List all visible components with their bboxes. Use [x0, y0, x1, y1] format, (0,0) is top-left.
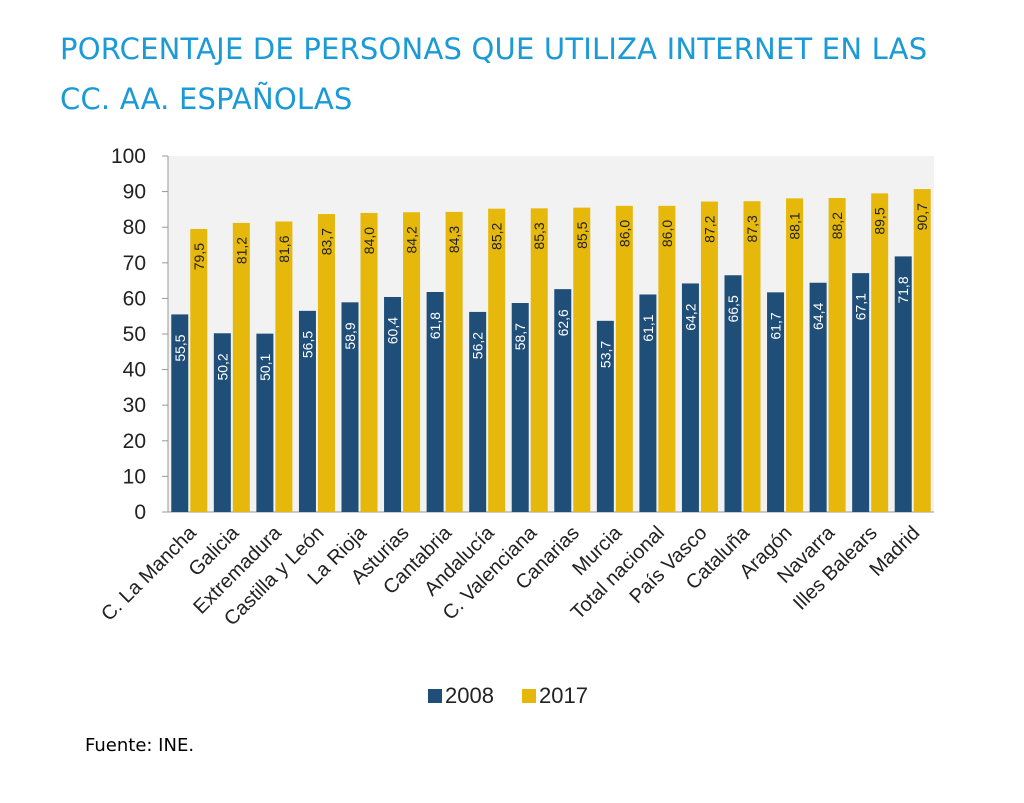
- x-tick-label: C. La Mancha: [97, 521, 201, 625]
- bar-2008: [469, 311, 487, 512]
- data-label-2008: 53,7: [597, 341, 613, 368]
- legend-swatch-2008: [428, 689, 442, 703]
- bar-2017: [530, 208, 548, 512]
- data-label-2008: 50,2: [214, 353, 230, 380]
- bar-chart: 0 10 20 30 40 50 60 70 80 90 100 55,5 79,5 C. La Manc…: [97, 145, 934, 708]
- bar-2017: [403, 212, 421, 513]
- bar-2008: [554, 289, 572, 512]
- data-label-2008: 58,9: [342, 322, 358, 349]
- bar-2008: [511, 303, 529, 512]
- data-label-2008: 67,1: [853, 293, 869, 320]
- data-label-2008: 61,1: [640, 314, 656, 341]
- data-label-2017: 87,3: [744, 215, 760, 242]
- plot-area: [168, 156, 934, 512]
- bar-2017: [275, 221, 293, 512]
- bar-2017: [913, 189, 931, 512]
- data-label-2017: 81,6: [276, 235, 292, 262]
- bar-2008: [426, 291, 444, 512]
- bar-2017: [190, 228, 208, 513]
- y-tick-label: 70: [123, 252, 146, 275]
- y-tick-label: 60: [123, 287, 146, 310]
- bar-2017: [360, 212, 378, 512]
- legend-label-2008: 2008: [445, 683, 494, 708]
- bar-2008: [384, 296, 402, 512]
- bar-2017: [232, 222, 250, 513]
- bar-2017: [700, 201, 718, 512]
- data-label-2008: 60,4: [385, 317, 401, 344]
- data-label-2017: 89,5: [872, 207, 888, 234]
- y-tick-label: 100: [111, 145, 146, 168]
- data-label-2008: 55,5: [172, 334, 188, 361]
- bar-2008: [596, 320, 614, 512]
- bar-2017: [828, 198, 846, 512]
- data-label-2017: 81,2: [233, 237, 249, 264]
- bar-2008: [341, 302, 359, 512]
- data-label-2008: 50,1: [257, 353, 273, 380]
- y-tick-label: 30: [123, 394, 146, 417]
- bar-2008: [171, 314, 189, 512]
- source-note: Fuente: INE.: [85, 735, 195, 756]
- bar-2008: [809, 282, 827, 512]
- y-tick-label: 40: [123, 359, 146, 382]
- data-label-2017: 86,0: [659, 220, 675, 247]
- chart-title: PORCENTAJE DE PERSONAS QUE UTILIZA INTER…: [60, 32, 928, 116]
- bar-2017: [488, 208, 506, 513]
- bar-2008: [213, 333, 231, 512]
- data-label-2008: 71,8: [895, 276, 911, 303]
- bar-2008: [894, 256, 912, 512]
- legend: 2008 2017: [428, 683, 588, 708]
- bar-2017: [786, 198, 804, 512]
- data-label-2017: 79,5: [191, 243, 207, 270]
- legend-label-2017: 2017: [539, 683, 588, 708]
- bar-2008: [681, 283, 699, 512]
- data-label-2017: 85,3: [531, 222, 547, 249]
- legend-swatch-2017: [522, 689, 536, 703]
- y-tick-label: 10: [123, 465, 146, 488]
- y-tick-label: 0: [134, 501, 146, 524]
- data-label-2017: 86,0: [616, 220, 632, 247]
- bar-2008: [639, 294, 657, 512]
- data-label-2017: 84,2: [404, 226, 420, 253]
- data-label-2017: 88,2: [829, 212, 845, 239]
- data-label-2017: 85,5: [574, 221, 590, 248]
- bar-2017: [573, 207, 591, 512]
- bar-2017: [871, 193, 889, 512]
- bar-2017: [445, 211, 463, 512]
- bar-2017: [317, 214, 335, 512]
- data-label-2008: 58,7: [512, 323, 528, 350]
- data-label-2008: 66,5: [725, 295, 741, 322]
- bar-2017: [658, 205, 676, 512]
- data-label-2017: 85,2: [489, 222, 505, 249]
- data-label-2017: 90,7: [914, 203, 930, 230]
- data-label-2017: 88,1: [787, 212, 803, 239]
- bar-2008: [767, 292, 785, 512]
- y-tick-label: 20: [123, 430, 146, 453]
- bar-2008: [256, 333, 274, 512]
- y-tick-label: 80: [123, 216, 146, 239]
- data-label-2017: 83,7: [318, 228, 334, 255]
- data-label-2008: 61,8: [427, 312, 443, 339]
- y-tick-label: 90: [123, 181, 146, 204]
- data-label-2008: 64,2: [682, 303, 698, 330]
- bar-2008: [724, 275, 742, 512]
- data-label-2008: 56,5: [299, 331, 315, 358]
- data-label-2008: 56,2: [470, 332, 486, 359]
- data-label-2008: 64,4: [810, 303, 826, 330]
- data-label-2008: 62,6: [555, 309, 571, 336]
- data-label-2017: 84,3: [446, 226, 462, 253]
- data-label-2017: 87,2: [701, 215, 717, 242]
- bar-2008: [298, 310, 316, 512]
- bar-2017: [743, 201, 761, 512]
- y-tick-label: 50: [123, 323, 146, 346]
- data-label-2017: 84,0: [361, 227, 377, 254]
- bar-2008: [852, 273, 870, 512]
- data-label-2008: 61,7: [768, 312, 784, 339]
- bar-2017: [615, 205, 633, 512]
